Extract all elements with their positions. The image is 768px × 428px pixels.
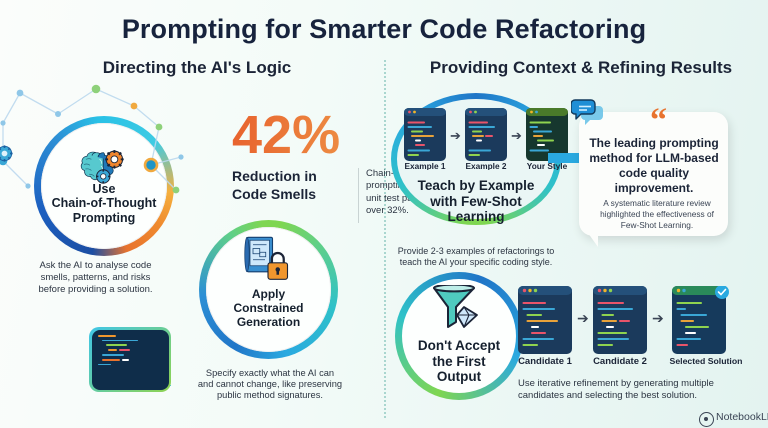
svg-text:Selected Solution: Selected Solution [670, 356, 743, 366]
svg-text:Example 1: Example 1 [404, 161, 445, 170]
svg-text:Candidate 1: Candidate 1 [518, 356, 572, 366]
svg-text:Example 2: Example 2 [465, 161, 506, 170]
svg-text:Candidate 2: Candidate 2 [593, 356, 647, 366]
